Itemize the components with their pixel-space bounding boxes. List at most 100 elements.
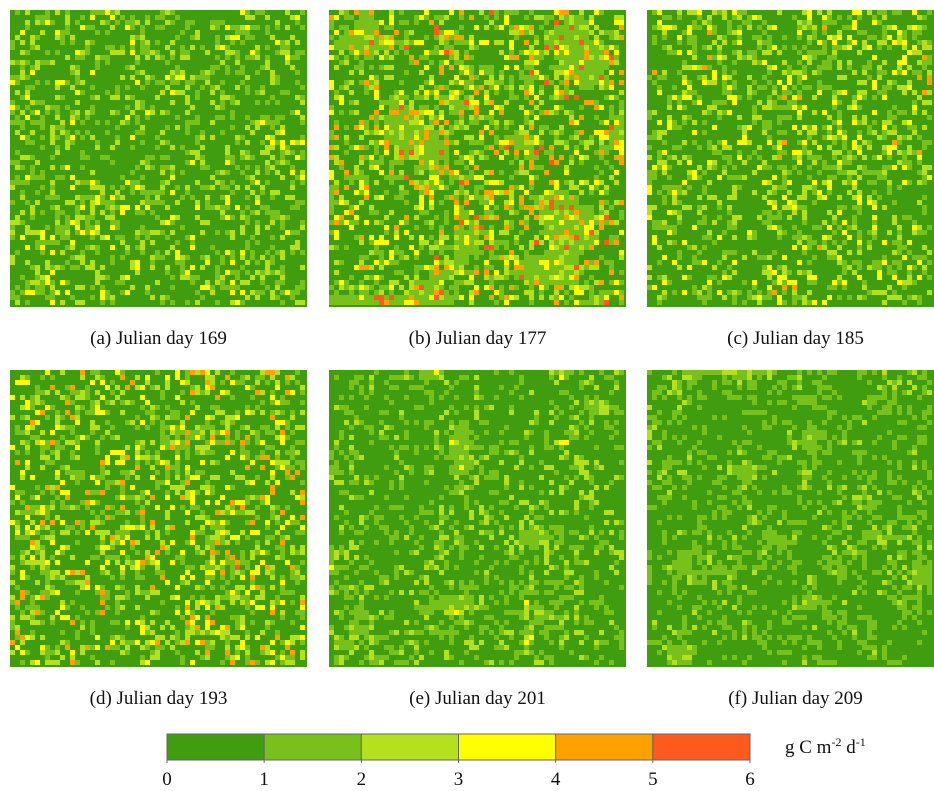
- map-cell: [110, 245, 115, 250]
- map-cell: [667, 190, 672, 195]
- map-cell: [574, 245, 579, 250]
- map-cell: [45, 50, 50, 55]
- map-cell: [384, 300, 389, 305]
- map-cell: [70, 135, 75, 140]
- map-cell: [80, 405, 85, 410]
- map-cell: [822, 235, 827, 240]
- map-cell: [539, 230, 544, 235]
- map-cell: [110, 400, 115, 405]
- map-cell: [374, 110, 379, 115]
- map-cell: [792, 280, 797, 285]
- map-cell: [165, 385, 170, 390]
- map-cell: [300, 480, 305, 485]
- map-cell: [907, 270, 912, 275]
- map-cell: [260, 270, 265, 275]
- map-cell: [245, 115, 250, 120]
- map-cell: [822, 110, 827, 115]
- map-cell: [180, 380, 185, 385]
- map-cell: [20, 210, 25, 215]
- map-cell: [10, 45, 15, 50]
- map-cell: [877, 45, 882, 50]
- map-cell: [175, 70, 180, 75]
- map-cell: [195, 425, 200, 430]
- map-cell: [892, 70, 897, 75]
- map-cell: [907, 125, 912, 130]
- map-cell: [230, 125, 235, 130]
- map-cell: [702, 45, 707, 50]
- map-cell: [210, 435, 215, 440]
- map-cell: [912, 265, 917, 270]
- map-cell: [554, 195, 559, 200]
- map-cell: [180, 225, 185, 230]
- map-cell: [827, 165, 832, 170]
- map-cell: [569, 25, 574, 30]
- map-cell: [180, 400, 185, 405]
- map-cell: [155, 485, 160, 490]
- map-cell: [802, 205, 807, 210]
- map-cell: [429, 50, 434, 55]
- map-cell: [609, 130, 614, 135]
- map-cell: [614, 50, 619, 55]
- map-cell: [454, 245, 459, 250]
- map-cell: [70, 470, 75, 475]
- map-cell: [782, 205, 787, 210]
- map-cell: [827, 65, 832, 70]
- map-cell: [862, 295, 867, 300]
- map-cell: [245, 55, 250, 60]
- map-cell: [280, 175, 285, 180]
- map-cell: [662, 255, 667, 260]
- map-cell: [434, 295, 439, 300]
- map-cell: [912, 35, 917, 40]
- map-cell: [140, 160, 145, 165]
- map-cell: [494, 245, 499, 250]
- map-cell: [210, 85, 215, 90]
- map-cell: [544, 15, 549, 20]
- map-cell: [265, 15, 270, 20]
- map-cell: [727, 110, 732, 115]
- map-cell: [295, 440, 300, 445]
- map-cell: [235, 435, 240, 440]
- map-cell: [687, 265, 692, 270]
- map-cell: [105, 290, 110, 295]
- map-cell: [334, 200, 339, 205]
- map-cell: [912, 10, 917, 15]
- map-cell: [250, 210, 255, 215]
- map-cell: [589, 20, 594, 25]
- map-cell: [75, 110, 80, 115]
- map-cell: [434, 130, 439, 135]
- map-cell: [434, 285, 439, 290]
- map-cell: [469, 230, 474, 235]
- map-cell: [65, 225, 70, 230]
- map-cell: [270, 75, 275, 80]
- map-cell: [474, 25, 479, 30]
- map-cell: [140, 25, 145, 30]
- map-cell: [797, 130, 802, 135]
- map-cell: [917, 180, 922, 185]
- map-cell: [25, 180, 30, 185]
- map-cell: [882, 35, 887, 40]
- map-cell: [812, 125, 817, 130]
- map-cell: [474, 45, 479, 50]
- map-cell: [160, 300, 165, 305]
- map-cell: [374, 150, 379, 155]
- map-cell: [454, 35, 459, 40]
- map-cell: [707, 295, 712, 300]
- map-cell: [524, 265, 529, 270]
- map-cell: [922, 245, 927, 250]
- map-cell: [200, 160, 205, 165]
- map-cell: [270, 470, 275, 475]
- map-cell: [175, 185, 180, 190]
- map-cell: [757, 300, 762, 305]
- map-cell: [265, 60, 270, 65]
- map-cell: [399, 130, 404, 135]
- map-cell: [479, 135, 484, 140]
- map-cell: [135, 260, 140, 265]
- map-cell: [504, 100, 509, 105]
- map-cell: [285, 470, 290, 475]
- map-cell: [594, 235, 599, 240]
- map-cell: [359, 290, 364, 295]
- map-cell: [245, 195, 250, 200]
- map-cell: [135, 130, 140, 135]
- map-cell: [115, 495, 120, 500]
- map-cell: [594, 10, 599, 15]
